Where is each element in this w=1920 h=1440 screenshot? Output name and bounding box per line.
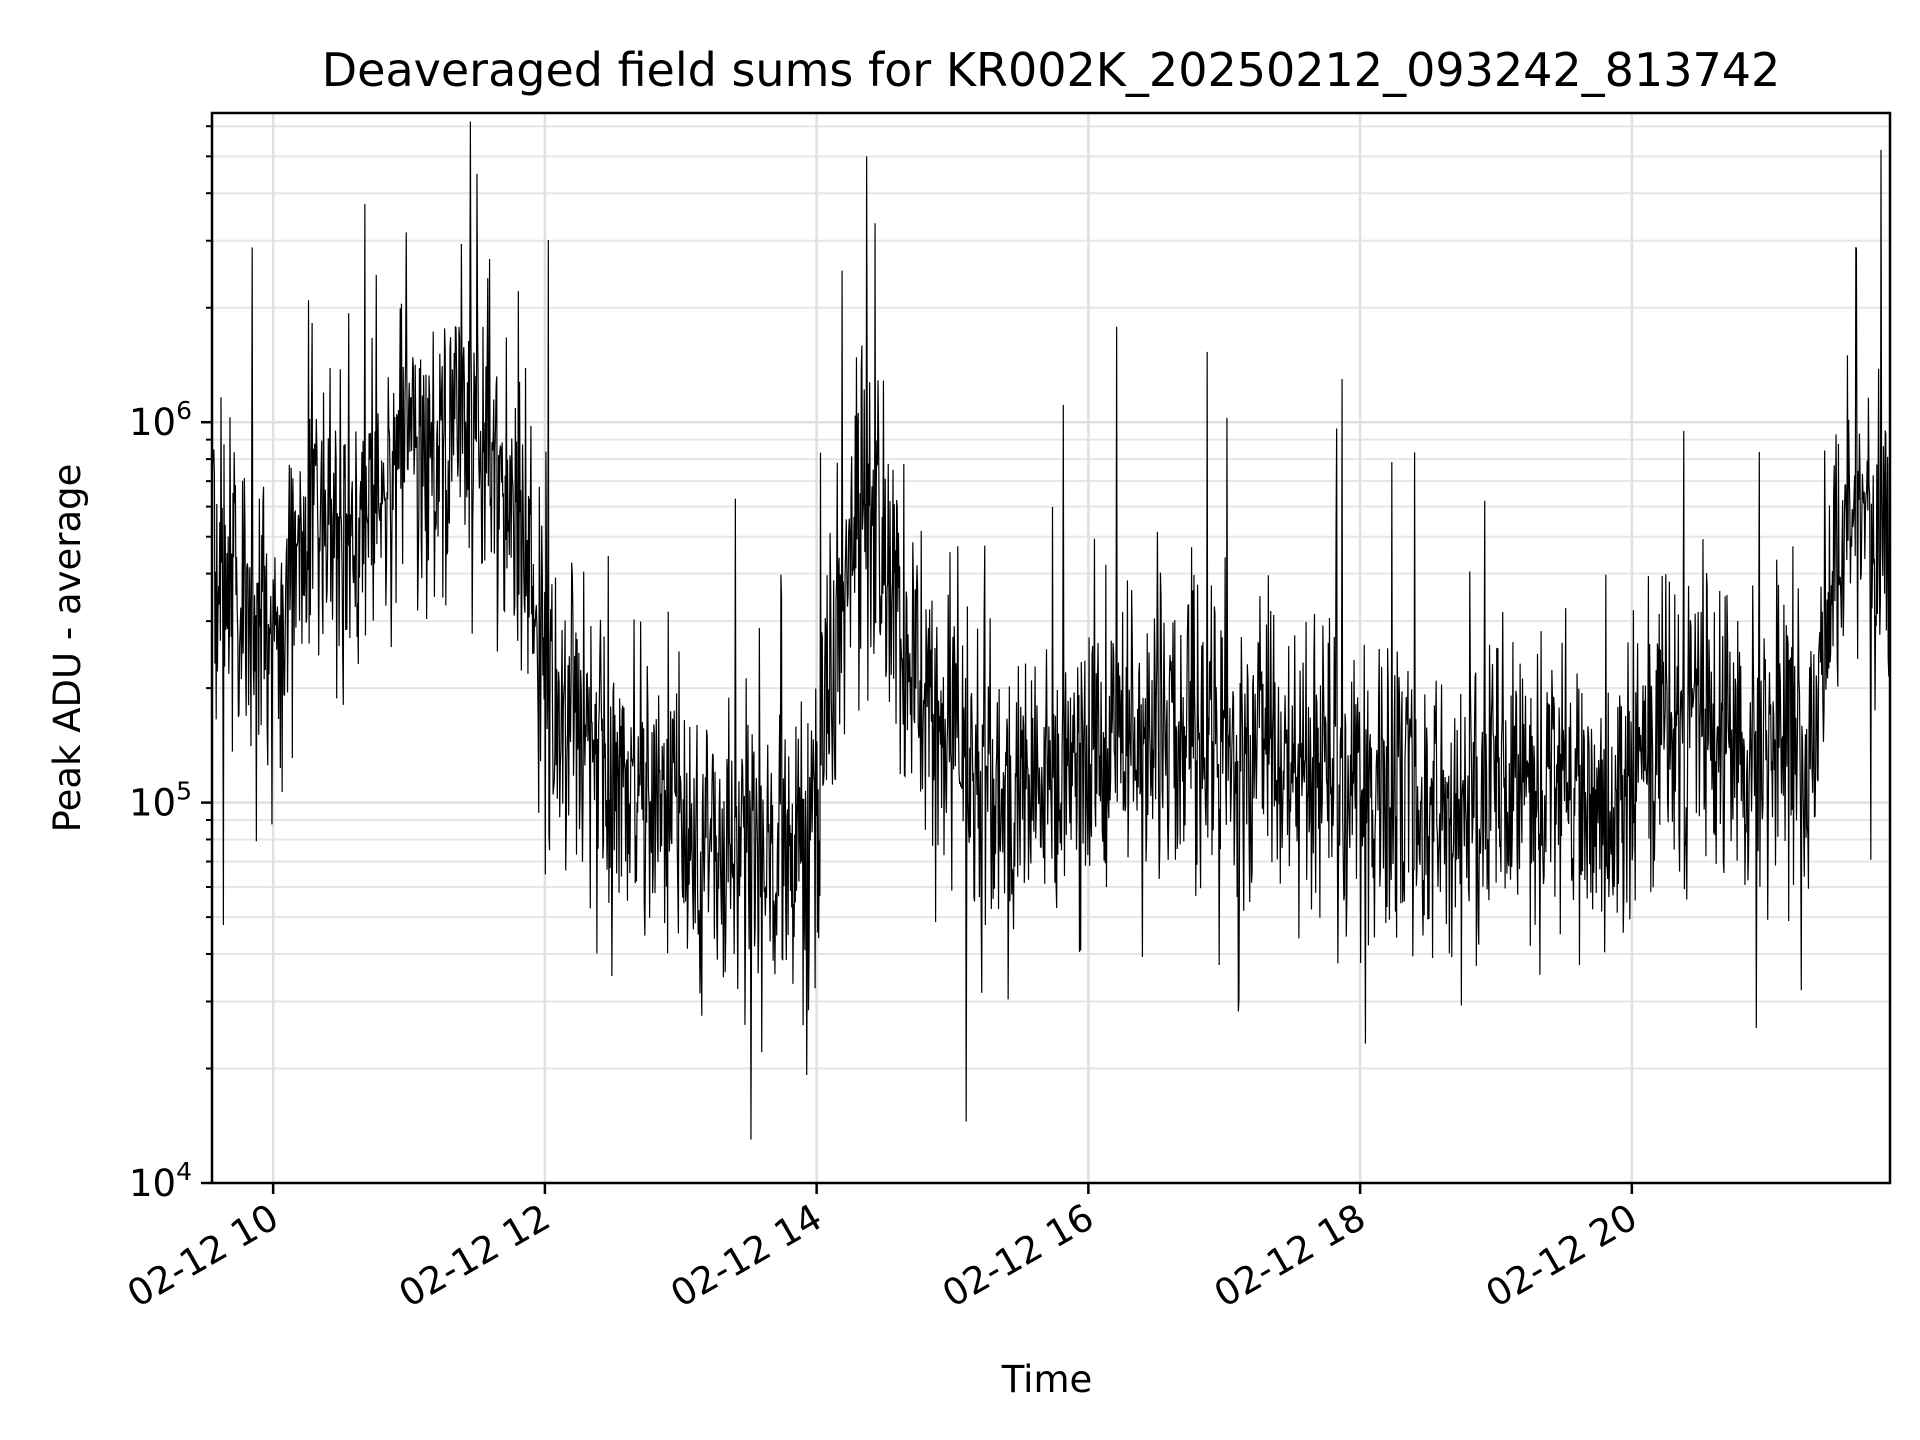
chart-title: Deaveraged field sums for KR002K_2025021… [322, 43, 1781, 97]
series-line [211, 121, 1891, 1140]
y-tick-label: 106 [129, 396, 192, 444]
y-tick-label: 105 [129, 777, 192, 825]
y-tick-label: 104 [129, 1157, 192, 1205]
x-axis-label: Time [1001, 1358, 1093, 1401]
plot-frame [210, 111, 1892, 1185]
y-axis-label: Peak ADU - average [46, 464, 89, 833]
data-series [211, 121, 1891, 1140]
